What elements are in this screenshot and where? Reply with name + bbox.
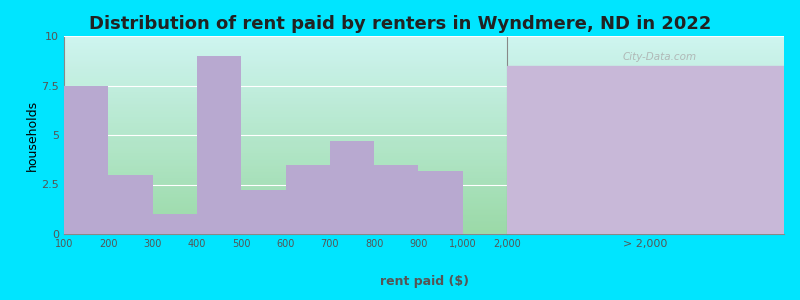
Text: City-Data.com: City-Data.com [622,52,697,62]
Bar [374,165,418,234]
Bar [242,190,286,234]
Bar [153,214,197,234]
Bar [197,56,242,234]
Bar [286,165,330,234]
Bar [64,85,108,234]
Bar [507,66,784,234]
Text: rent paid ($): rent paid ($) [379,275,469,288]
Y-axis label: households: households [26,99,38,171]
Bar [418,171,462,234]
Bar [330,141,374,234]
Text: Distribution of rent paid by renters in Wyndmere, ND in 2022: Distribution of rent paid by renters in … [89,15,711,33]
Bar [108,175,153,234]
